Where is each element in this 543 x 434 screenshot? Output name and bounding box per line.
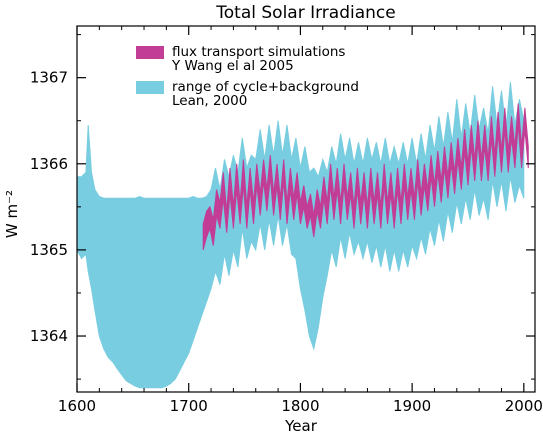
series-band-1 [202,103,529,251]
y-tick-label: 1367 [30,69,68,87]
x-tick-label: 1800 [281,397,319,415]
x-tick-label: 1900 [393,397,431,415]
legend-label: flux transport simulations [172,44,345,60]
axis-ticks: 1600 1700 1800 1900 2000 1364 1365 1366 1367 [30,26,543,415]
y-axis-label: W m⁻² [3,190,21,238]
x-tick-label: 1600 [58,397,96,415]
y-tick-label: 1366 [30,155,68,173]
data-bands [76,81,529,389]
y-tick-label: 1364 [30,327,68,345]
legend-label: range of cycle+background [172,79,359,95]
x-tick-label: 2000 [505,397,543,415]
legend-swatch [136,81,164,94]
legend-label: Y Wang el al 2005 [171,58,294,74]
y-tick-label: 1365 [30,241,68,259]
x-tick-label: 1700 [170,397,208,415]
legend-label: Lean, 2000 [172,93,247,109]
plot-frame [76,25,536,393]
legend-swatch [136,46,164,59]
chart-title: Total Solar Irradiance [215,3,395,23]
series-band-0 [76,81,525,389]
x-axis-label: Year [284,417,318,434]
